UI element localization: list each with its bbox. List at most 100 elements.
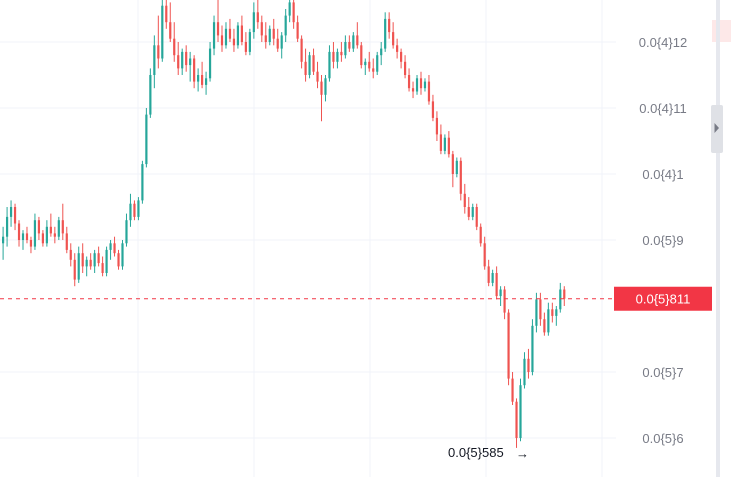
candle [181, 48, 184, 75]
candle-body [53, 233, 56, 237]
current-price-tag: 0.0{5}811 [614, 286, 712, 311]
candle-body [519, 385, 522, 438]
candle-body [109, 243, 112, 250]
candle-body [471, 207, 474, 217]
chevron-right-icon [714, 123, 719, 133]
candle [105, 246, 108, 277]
candle [117, 249, 120, 270]
candle [272, 18, 275, 46]
candle [547, 302, 550, 336]
candle-body [212, 22, 216, 49]
candle-body [531, 325, 534, 372]
candle [17, 220, 21, 247]
candle-body [157, 45, 160, 59]
candle [527, 348, 530, 379]
candle [9, 200, 13, 227]
candle [121, 240, 124, 270]
candle-body [276, 38, 279, 49]
candle [400, 48, 403, 69]
y-tick-label: 0.0{5}9 [642, 233, 683, 248]
candle-body [236, 25, 240, 46]
candle-body [145, 114, 148, 165]
candle-body [324, 78, 327, 95]
min-price-label: 0.0{5}585 [448, 445, 504, 460]
candle [288, 0, 291, 23]
candle [256, 0, 259, 29]
candle-body [248, 32, 251, 52]
candle [236, 22, 240, 49]
candle-body [288, 2, 291, 16]
candle [324, 75, 327, 102]
candle-body [89, 259, 92, 267]
candle-body [125, 220, 128, 244]
candle-body [17, 223, 21, 240]
candle [380, 42, 383, 66]
candle-body [93, 253, 96, 267]
candle-body [181, 51, 184, 69]
candle [89, 253, 92, 270]
candle-body [415, 78, 419, 92]
candle [455, 157, 458, 178]
y-tick-label: 0.0{5}6 [642, 431, 683, 446]
candle [240, 15, 243, 46]
candle [316, 61, 319, 89]
candle [312, 48, 315, 75]
candle-body [141, 164, 144, 201]
candle [451, 150, 454, 188]
candle-body [547, 309, 550, 333]
candle-body [455, 160, 458, 174]
candle [49, 213, 52, 237]
candle [45, 220, 48, 247]
candle [463, 183, 466, 214]
candle-body [5, 216, 9, 237]
candle-body [65, 233, 68, 250]
candle [503, 286, 506, 320]
candle [2, 226, 5, 260]
candle [328, 45, 331, 82]
candle [165, 0, 168, 29]
candle [376, 51, 379, 75]
candle [177, 42, 180, 75]
candle [173, 22, 176, 62]
candle-body [264, 35, 267, 42]
candle [161, 0, 164, 62]
candle-body [296, 22, 299, 39]
candle [423, 78, 427, 92]
candle-body [396, 45, 399, 52]
candle [551, 302, 554, 323]
candle [360, 42, 363, 69]
candle [495, 266, 498, 300]
candle [252, 2, 255, 39]
price-axis[interactable]: 0.0{4}12 0.0{4}11 0.0{4}1 0.0{5}9 0.0{5}7 0.0… [639, 35, 687, 446]
candle-body [543, 319, 546, 333]
candle [93, 249, 96, 273]
candle [113, 236, 116, 257]
candle-body [61, 220, 64, 234]
candle-body [41, 233, 44, 244]
candle [403, 55, 407, 79]
chart-grid [0, 0, 616, 477]
candle-body [376, 55, 379, 72]
candle [77, 246, 80, 283]
candle-body [435, 117, 439, 135]
candle-body [527, 358, 530, 372]
candle-body [403, 61, 407, 75]
candle-body [105, 249, 108, 273]
candle-body [85, 259, 88, 267]
candle-body [300, 38, 303, 62]
candle [411, 81, 415, 99]
candle-body [33, 220, 37, 247]
current-price-tag-background [614, 286, 712, 311]
candle-body [555, 309, 558, 316]
candle-body [272, 28, 275, 39]
candle-body [503, 289, 506, 313]
candle-body [372, 68, 375, 72]
candle [85, 256, 88, 277]
candle-body [29, 240, 33, 247]
candle [475, 203, 478, 231]
top-right-indicator [712, 20, 731, 42]
candle-body [563, 289, 566, 299]
y-tick-label: 0.0{5}7 [642, 365, 683, 380]
candle [109, 240, 112, 260]
